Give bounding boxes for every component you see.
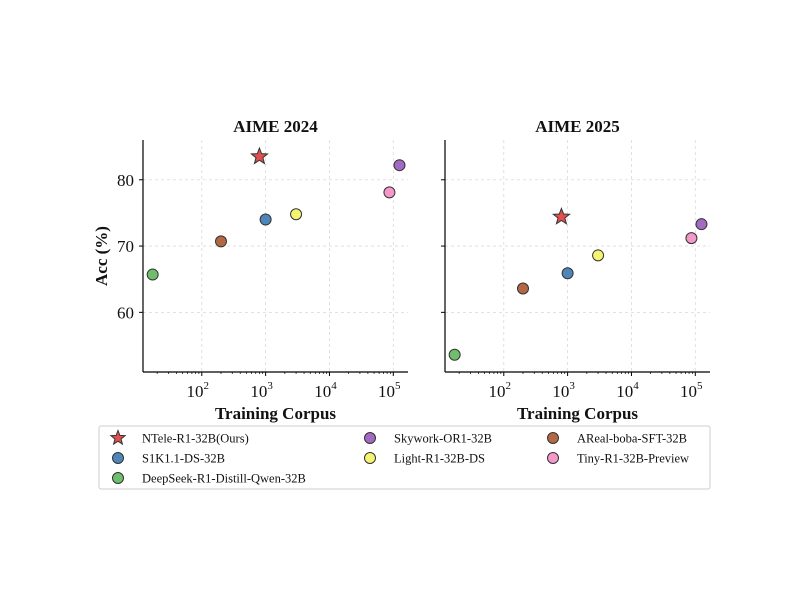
data-point — [214, 235, 227, 248]
data-point — [561, 267, 574, 280]
legend-label: NTele-R1-32B(Ours) — [142, 432, 249, 446]
data-point — [146, 268, 159, 281]
x-tick-label: 103 — [552, 380, 575, 401]
chart-title: AIME 2024 — [233, 117, 318, 136]
legend-label: DeepSeek-R1-Distill-Qwen-32B — [142, 472, 306, 486]
y-tick-label: 60 — [117, 303, 134, 322]
x-axis-label: Training Corpus — [215, 404, 336, 423]
x-tick-label: 102 — [187, 380, 210, 401]
y-tick-label: 70 — [117, 237, 134, 256]
data-point — [695, 218, 708, 231]
data-point-star — [250, 146, 269, 165]
chart-panel-1: 60 70 80 102 103 104 105 AIME 2024 Training Corp… — [92, 117, 408, 423]
data-point — [383, 186, 396, 199]
x-tick-label: 105 — [378, 380, 401, 401]
legend: NTele-R1-32B(Ours) S1K1.1-DS-32B DeepSeek-… — [98, 425, 711, 490]
data-point — [290, 208, 303, 221]
legend-label: Tiny-R1-32B-Preview — [577, 452, 689, 466]
x-tick-label: 104 — [314, 380, 337, 401]
legend-label: Light-R1-32B-DS — [394, 452, 485, 466]
chart-panel-2: 102 103 104 105 AIME 2025 Training Corpus — [441, 117, 710, 423]
x-axis-label: Training Corpus — [517, 404, 638, 423]
data-point — [685, 232, 698, 245]
legend-marker — [547, 452, 559, 464]
chart-title: AIME 2025 — [535, 117, 620, 136]
data-point-star — [552, 206, 571, 225]
data-point — [448, 348, 461, 361]
data-point — [516, 282, 529, 295]
data-point — [592, 249, 605, 262]
x-tick-label: 105 — [680, 380, 703, 401]
legend-marker-star — [109, 429, 127, 446]
legend-marker — [364, 452, 376, 464]
legend-marker — [112, 452, 124, 464]
y-tick-label: 80 — [117, 171, 134, 190]
legend-label: AReal-boba-SFT-32B — [577, 432, 687, 446]
data-point — [259, 213, 272, 226]
legend-marker — [364, 432, 376, 444]
legend-label: S1K1.1-DS-32B — [142, 452, 225, 466]
x-tick-label: 102 — [489, 380, 512, 401]
legend-label: Skywork-OR1-32B — [394, 432, 492, 446]
legend-marker — [112, 472, 124, 484]
data-point — [393, 159, 406, 172]
x-tick-label: 104 — [616, 380, 639, 401]
y-axis-label: Acc (%) — [92, 226, 111, 286]
x-tick-label: 103 — [250, 380, 273, 401]
legend-marker — [547, 432, 559, 444]
